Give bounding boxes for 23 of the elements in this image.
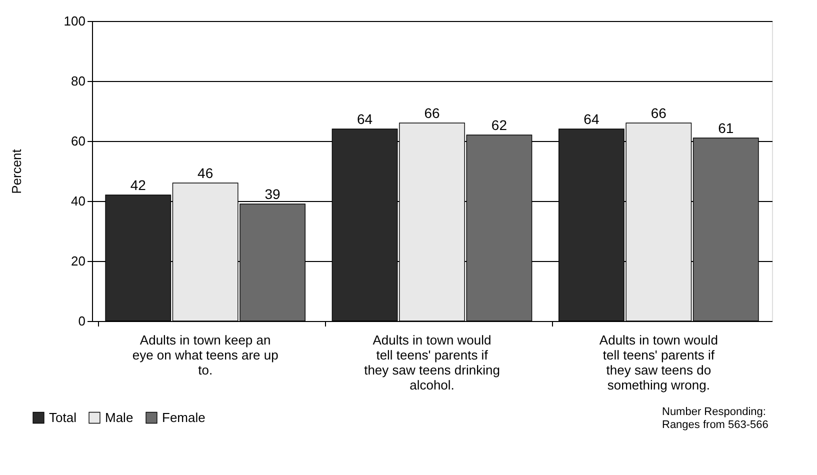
- data-label: 64: [356, 111, 373, 127]
- data-label: 66: [650, 105, 667, 121]
- x-tick-label: Adults in town would tell teens' parents if they saw teens do something wrong.: [599, 332, 718, 392]
- legend-label: Total: [49, 410, 77, 425]
- data-label: 39: [264, 186, 281, 202]
- data-label: 64: [584, 111, 600, 127]
- data-label: 46: [198, 165, 214, 181]
- y-tick-label: 80: [71, 74, 86, 88]
- legend-label: Female: [162, 410, 206, 425]
- y-tick-label: 20: [71, 254, 86, 268]
- data-label: 66: [424, 105, 440, 121]
- x-tick-label: Adults in town keep an eye on what teens are up to.: [132, 332, 278, 378]
- data-label: 61: [718, 120, 734, 136]
- y-axis-title: Percent: [8, 148, 24, 194]
- data-label: 62: [491, 117, 508, 133]
- y-tick-label: 100: [64, 14, 86, 28]
- y-tick-label: 40: [71, 194, 86, 208]
- y-tick-label: 60: [71, 134, 86, 148]
- text: Number Responding: Ranges from 563-566: [662, 406, 768, 431]
- data-label: 42: [130, 177, 146, 193]
- y-tick-label: 0: [78, 314, 86, 328]
- legend-label: Male: [105, 410, 134, 425]
- x-tick-label: Adults in town would tell teens' parents if they saw teens drinking alcohol.: [364, 332, 500, 392]
